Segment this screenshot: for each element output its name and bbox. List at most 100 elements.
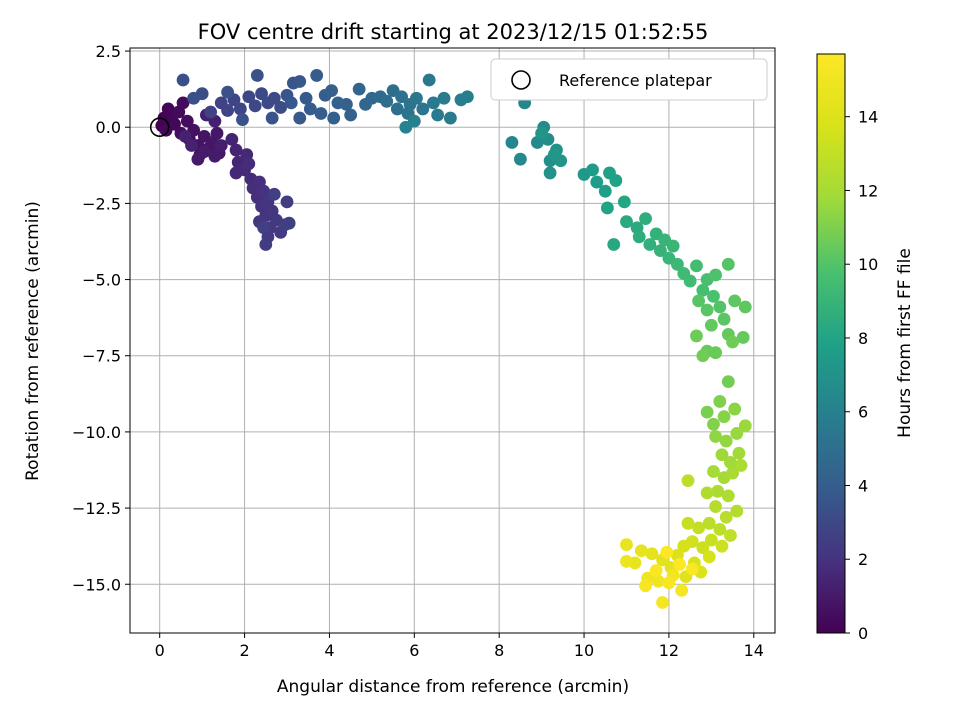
- data-point: [726, 335, 739, 349]
- data-point: [221, 104, 234, 117]
- data-point: [645, 547, 659, 561]
- colorbar-ticks: 0 2 4 6 8 10 12 14: [845, 108, 878, 643]
- data-point: [314, 107, 328, 120]
- data-point: [257, 221, 271, 235]
- data-point: [700, 486, 714, 500]
- data-point: [690, 329, 703, 343]
- data-point: [299, 91, 313, 105]
- data-point: [586, 163, 599, 177]
- data-point: [600, 201, 614, 215]
- data-point: [730, 427, 744, 440]
- data-point: [352, 82, 366, 96]
- data-point: [303, 102, 317, 116]
- data-point: [696, 349, 710, 363]
- legend-box: [490, 58, 768, 101]
- data-point: [730, 504, 744, 518]
- colorbar-tick-label: 4: [858, 476, 868, 495]
- data-point: [598, 184, 612, 198]
- data-point: [681, 474, 695, 488]
- data-point: [702, 516, 716, 530]
- data-point: [267, 91, 281, 105]
- data-point: [692, 294, 706, 308]
- data-point: [513, 152, 527, 166]
- data-point: [673, 558, 686, 571]
- data-point: [176, 96, 190, 110]
- y-tick-label: −2.5: [82, 194, 121, 213]
- data-point: [696, 541, 710, 555]
- data-point: [654, 244, 667, 258]
- data-point: [344, 108, 358, 122]
- data-point: [700, 405, 714, 419]
- data-point: [707, 289, 720, 303]
- data-point: [460, 90, 474, 104]
- data-point: [395, 90, 408, 104]
- data-point: [427, 96, 440, 110]
- colorbar-tick-label: 2: [858, 550, 868, 569]
- x-tick-label: 4: [324, 641, 334, 660]
- data-point: [257, 184, 271, 198]
- data-point: [702, 550, 716, 564]
- data-point: [255, 87, 268, 101]
- data-point: [221, 85, 234, 99]
- reference-marker: [149, 117, 170, 138]
- colorbar: [817, 54, 845, 633]
- data-point: [651, 574, 665, 588]
- data-point: [709, 430, 722, 443]
- data-point: [704, 533, 718, 547]
- plot-frame: [129, 47, 776, 634]
- legend: Reference platepar: [490, 58, 768, 101]
- data-point: [293, 111, 307, 125]
- y-tick-label: 2.5: [96, 42, 121, 61]
- data-point: [590, 175, 604, 189]
- data-point: [180, 114, 194, 128]
- data-point: [609, 174, 623, 187]
- chart-title: FOV centre drift starting at 2023/12/15 …: [198, 20, 709, 44]
- data-point: [242, 157, 256, 171]
- data-point: [734, 459, 748, 472]
- data-point: [187, 91, 201, 105]
- data-point: [715, 448, 729, 462]
- data-point: [176, 73, 190, 87]
- data-point: [690, 259, 703, 273]
- data-point: [632, 230, 646, 244]
- data-point: [214, 139, 228, 152]
- legend-marker-icon: [511, 70, 531, 90]
- data-point: [284, 96, 298, 110]
- data-point: [399, 120, 413, 134]
- data-point: [327, 111, 341, 125]
- data-point: [178, 129, 192, 143]
- data-point: [242, 90, 256, 104]
- data-point: [696, 283, 710, 297]
- colorbar-tick-label: 8: [858, 329, 868, 348]
- colorbar-tick-label: 0: [858, 624, 868, 643]
- data-point: [721, 375, 735, 389]
- data-point: [617, 195, 631, 209]
- data-point: [713, 395, 727, 408]
- data-point: [671, 257, 684, 271]
- data-point: [713, 300, 727, 314]
- data-point: [656, 596, 669, 609]
- data-points: [155, 69, 752, 609]
- data-point: [738, 419, 752, 433]
- data-point: [535, 126, 549, 140]
- data-point: [282, 216, 296, 230]
- data-point: [639, 212, 652, 226]
- data-point: [721, 489, 735, 503]
- data-point: [660, 545, 674, 559]
- data-point: [721, 257, 735, 271]
- x-tick-label: 12: [659, 641, 679, 660]
- data-point: [736, 331, 750, 344]
- data-point: [707, 417, 720, 431]
- data-point: [416, 102, 430, 116]
- y-tick-label: −10.0: [72, 423, 121, 442]
- data-point: [259, 238, 273, 251]
- data-point: [711, 484, 725, 498]
- data-point: [310, 69, 324, 82]
- data-point: [666, 239, 680, 253]
- data-point: [634, 544, 648, 558]
- data-point: [715, 539, 729, 553]
- data-point: [692, 521, 706, 535]
- data-point: [197, 145, 211, 158]
- data-point: [681, 516, 695, 530]
